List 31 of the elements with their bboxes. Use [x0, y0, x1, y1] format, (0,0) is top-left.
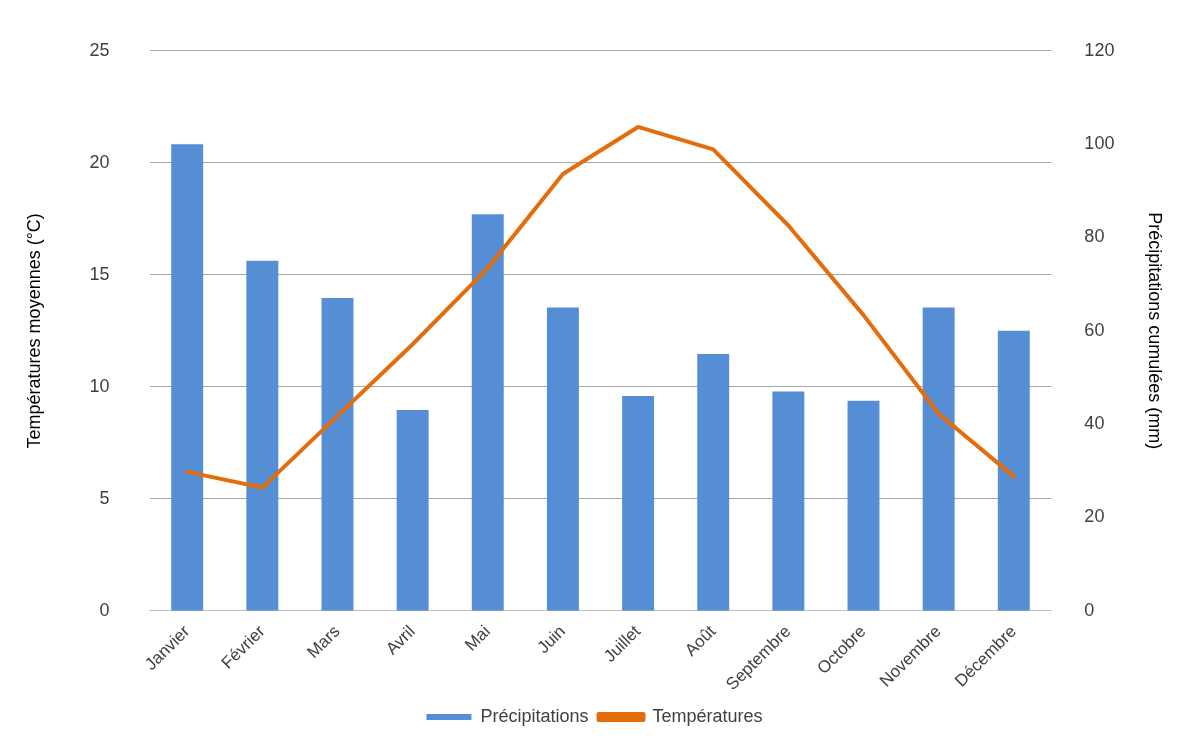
bar [697, 354, 730, 611]
bar [847, 400, 880, 611]
legend-label: Précipitations [480, 705, 589, 726]
x-tick-label: Mai [461, 621, 494, 655]
y-tick-label: 15 [89, 263, 110, 284]
bar [546, 307, 579, 611]
y-tick-label: 10 [89, 375, 110, 396]
y2-tick-label: 100 [1084, 133, 1115, 154]
y2-tick-label: 80 [1084, 226, 1105, 247]
bar [471, 214, 504, 611]
legend-label: Températures [652, 705, 763, 726]
x-tick-label: Juin [533, 621, 570, 658]
y2-tick-label: 120 [1084, 39, 1115, 60]
y2-tick-label: 20 [1084, 506, 1105, 527]
y-tick-label: 0 [99, 599, 110, 620]
bar [772, 391, 805, 611]
y-tick-label: 20 [89, 151, 110, 172]
bar [396, 410, 429, 611]
bar [997, 330, 1030, 611]
y2-tick-label: 60 [1084, 319, 1105, 340]
y-tick-label: 25 [89, 39, 110, 60]
bar [321, 298, 354, 611]
bar [171, 144, 204, 611]
bar [622, 396, 655, 611]
y2-axis-title: Précipitations cumulées (mm) [1145, 212, 1166, 450]
bar [922, 307, 955, 611]
bar [246, 260, 279, 611]
y-axis-title: Températures moyennes (°C) [23, 213, 44, 449]
y2-tick-label: 0 [1084, 599, 1095, 620]
y2-tick-label: 40 [1084, 413, 1105, 434]
y-tick-label: 5 [99, 487, 110, 508]
